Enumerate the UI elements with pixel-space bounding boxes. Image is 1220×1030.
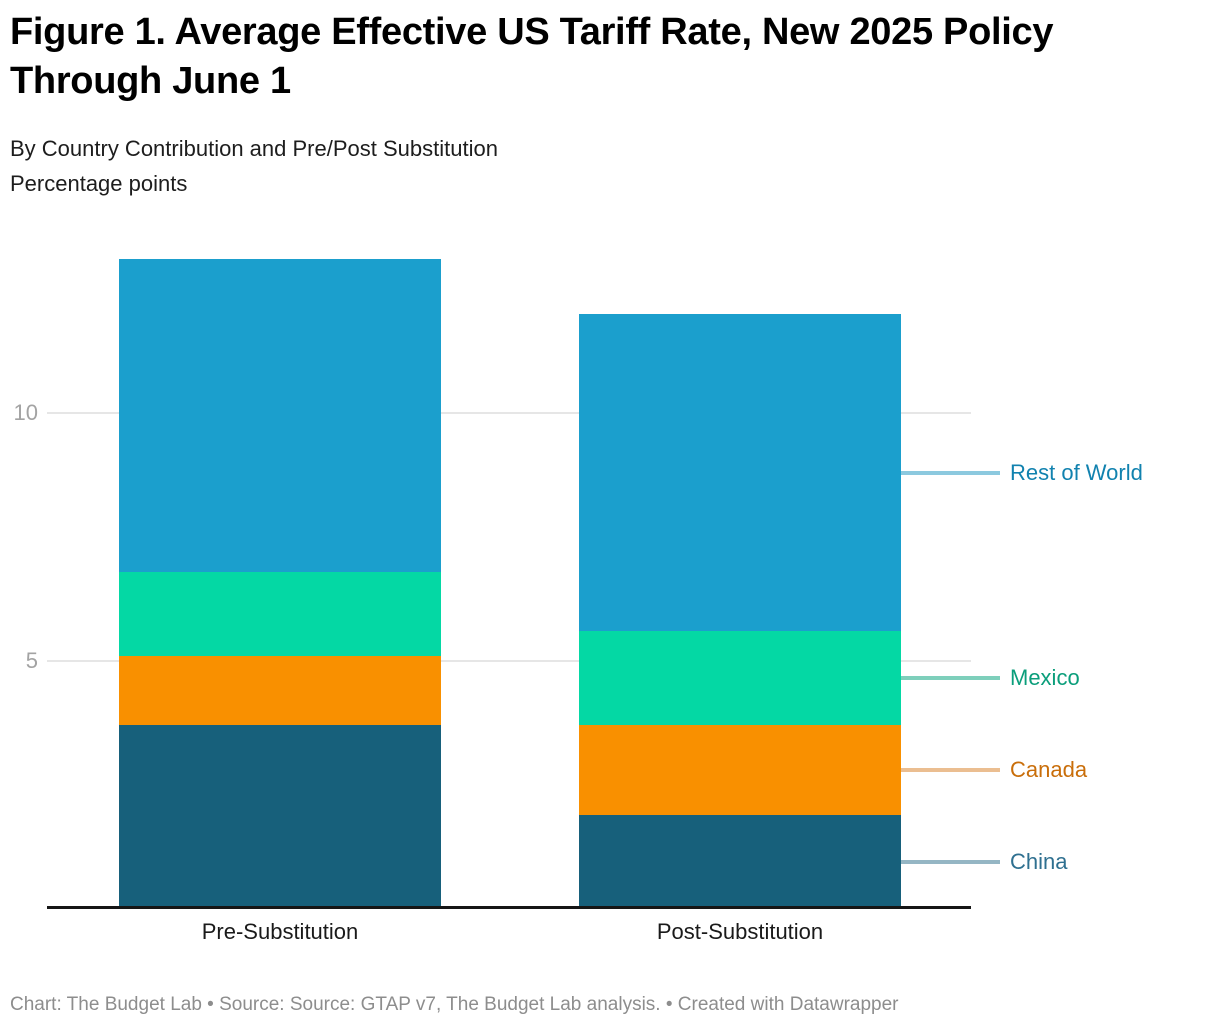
bar-post-substitution-segment-china[interactable] — [579, 814, 901, 909]
series-label-china: China — [1010, 848, 1068, 874]
series-label-mexico: Mexico — [1010, 665, 1080, 691]
chart-title: Figure 1. Average Effective US Tariff Ra… — [10, 11, 1054, 102]
category-label-pre-substitution: Pre-Substitution — [201, 919, 359, 944]
series-label-canada: Canada — [1010, 757, 1088, 783]
y-axis-tick-label-5: 5 — [25, 648, 38, 673]
series-connector-china — [901, 859, 1000, 864]
chart-subtitle-line1: By Country Contribution and Pre/Post Sub… — [10, 136, 498, 161]
bar-pre-substitution-segment-china[interactable] — [119, 725, 441, 909]
gridline-5 — [47, 660, 971, 662]
bar-post-substitution-segment-canada[interactable] — [579, 725, 901, 815]
y-axis-tick-label-10: 10 — [13, 400, 38, 425]
bar-pre-substitution-segment-mexico[interactable] — [119, 571, 441, 657]
series-label-rest-of-world: Rest of World — [1010, 459, 1143, 485]
bar-pre-substitution-segment-rest-of-world[interactable] — [119, 259, 441, 572]
category-label-post-substitution: Post-Substitution — [656, 919, 824, 944]
gridline-10 — [47, 412, 971, 414]
x-axis-line — [47, 906, 971, 909]
series-connector-rest-of-world — [901, 470, 1000, 475]
chart-subtitle: By Country Contribution and Pre/Post Sub… — [10, 131, 498, 201]
series-connector-canada — [901, 768, 1000, 773]
bar-pre-substitution-segment-canada[interactable] — [119, 656, 441, 726]
bar-post-substitution-segment-rest-of-world[interactable] — [579, 313, 901, 632]
chart-footer-attribution: Chart: The Budget Lab • Source: Source: … — [10, 994, 899, 1015]
series-connector-mexico — [901, 676, 1000, 681]
bar-post-substitution-segment-mexico[interactable] — [579, 631, 901, 726]
chart-units-label: Percentage points — [10, 171, 188, 196]
